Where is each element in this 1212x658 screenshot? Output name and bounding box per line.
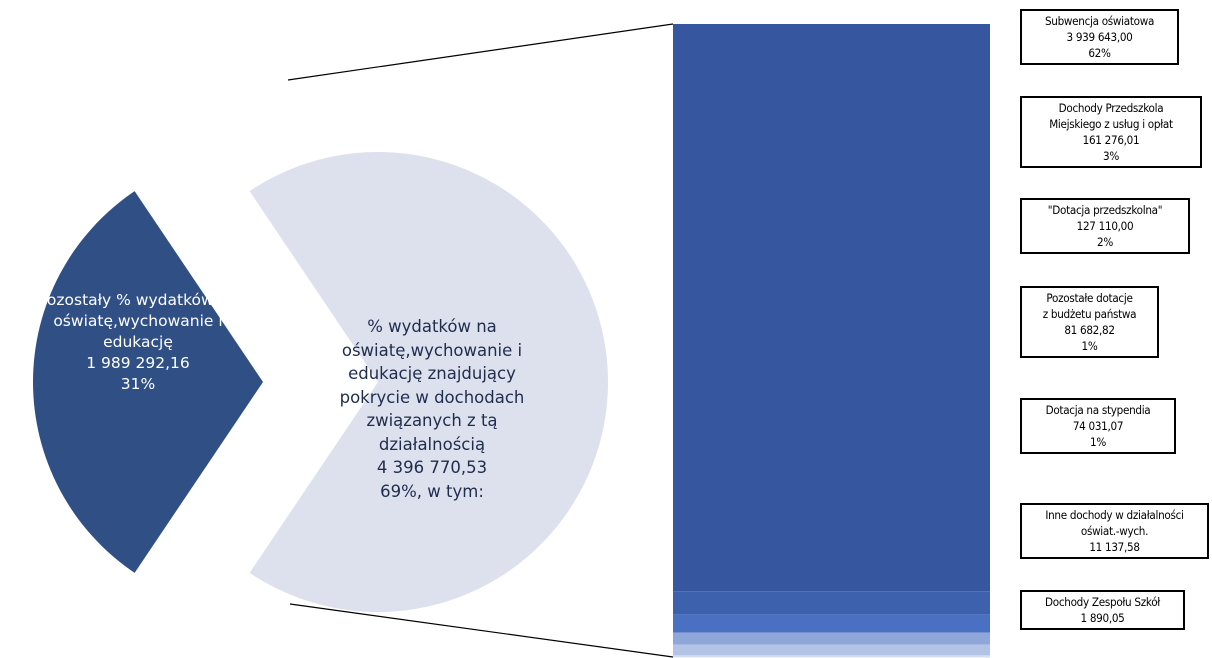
bar-segment-3 (673, 632, 990, 645)
callout-subwencja: Subwencja oświatowa 3 939 643,00 62% (1020, 9, 1179, 65)
bar-segment-6 (673, 656, 990, 658)
bar-segment-4 (673, 644, 990, 656)
bar-segment-1 (673, 591, 990, 615)
pie-slice-other (32, 191, 264, 573)
pie-label-other: Pozostały % wydatków na oświatę,wychowan… (38, 291, 238, 393)
bar-segment-5 (673, 655, 990, 657)
callout-zespol-szkol: Dochody Zespołu Szkół 1 890,05 (1020, 590, 1185, 630)
pie-slice-covered (249, 152, 609, 613)
callout-przedszkole: Dochody Przedszkola Miejskiego z usług i… (1020, 96, 1202, 168)
connector-top (287, 23, 674, 81)
callout-inne-dochody: Inne dochody w działalności oświat.-wych… (1020, 503, 1209, 559)
bar-segment-0 (673, 24, 990, 592)
bar-segment-2 (673, 614, 990, 633)
callout-dotacja-przedszkolna: "Dotacja przedszkolna" 127 110,00 2% (1020, 198, 1190, 254)
callout-pozostale-dotacje: Pozostałe dotacje z budżetu państwa 81 6… (1020, 286, 1159, 358)
connector-lines (287, 23, 674, 658)
pie (32, 152, 609, 613)
pie-label-covered: % wydatków na oświatę,wychowanie i eduka… (339, 317, 525, 501)
callout-stypendia: Dotacja na stypendia 74 031,07 1% (1020, 398, 1176, 454)
stacked-bar (673, 24, 990, 658)
connector-bottom (289, 603, 674, 658)
